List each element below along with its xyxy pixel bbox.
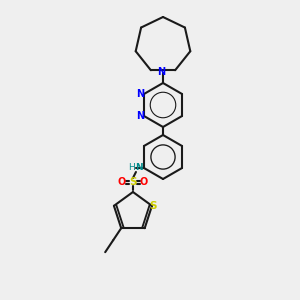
Text: H: H (129, 164, 135, 172)
Text: O: O (118, 177, 126, 187)
Text: N: N (135, 164, 143, 172)
Text: S: S (149, 201, 157, 211)
Text: N: N (157, 67, 165, 77)
Text: S: S (129, 177, 137, 187)
Text: N: N (136, 111, 144, 121)
Text: N: N (136, 89, 144, 99)
Text: O: O (140, 177, 148, 187)
